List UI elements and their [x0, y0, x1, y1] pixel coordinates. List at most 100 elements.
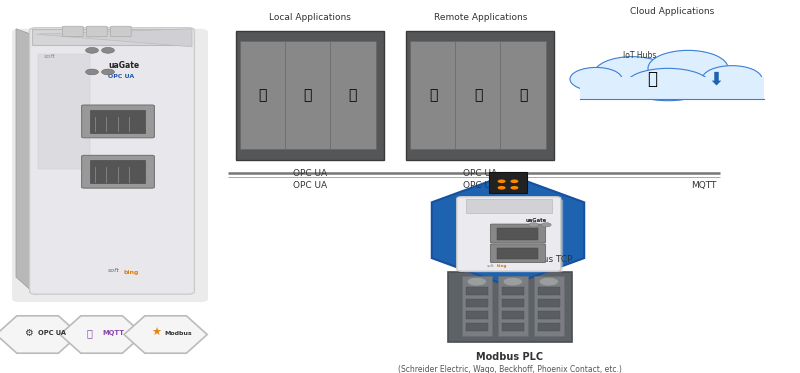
- FancyBboxPatch shape: [457, 197, 561, 271]
- Ellipse shape: [594, 57, 670, 91]
- FancyBboxPatch shape: [502, 287, 524, 295]
- FancyBboxPatch shape: [462, 276, 492, 336]
- FancyBboxPatch shape: [497, 228, 538, 239]
- Ellipse shape: [570, 68, 622, 91]
- Text: Cloud Applications: Cloud Applications: [630, 7, 714, 16]
- Circle shape: [510, 186, 518, 189]
- Text: ⚙: ⚙: [24, 328, 32, 338]
- Circle shape: [539, 277, 558, 286]
- FancyBboxPatch shape: [239, 41, 286, 150]
- FancyBboxPatch shape: [490, 244, 546, 263]
- FancyBboxPatch shape: [110, 26, 131, 37]
- Text: soft: soft: [487, 264, 494, 267]
- Polygon shape: [124, 316, 207, 353]
- Text: OPC UA: OPC UA: [108, 74, 134, 79]
- Circle shape: [529, 223, 538, 227]
- Text: 📊: 📊: [647, 70, 657, 88]
- Circle shape: [498, 186, 506, 189]
- FancyBboxPatch shape: [90, 160, 145, 184]
- Text: Remote Applications: Remote Applications: [434, 13, 527, 22]
- Polygon shape: [60, 316, 143, 353]
- FancyBboxPatch shape: [410, 41, 456, 150]
- Text: ⬇: ⬇: [709, 70, 723, 88]
- FancyBboxPatch shape: [466, 311, 488, 319]
- FancyBboxPatch shape: [86, 26, 107, 37]
- Text: ★: ★: [151, 328, 161, 338]
- Circle shape: [86, 47, 98, 53]
- FancyBboxPatch shape: [32, 264, 192, 293]
- Text: ⦾: ⦾: [86, 328, 93, 338]
- Text: MQTT: MQTT: [691, 181, 717, 189]
- Circle shape: [86, 69, 98, 75]
- Circle shape: [102, 69, 114, 75]
- FancyBboxPatch shape: [489, 172, 527, 193]
- Text: OPC UA: OPC UA: [38, 330, 66, 336]
- FancyBboxPatch shape: [466, 323, 488, 331]
- Circle shape: [467, 277, 486, 286]
- Text: MQTT: MQTT: [102, 330, 125, 336]
- FancyBboxPatch shape: [490, 224, 546, 243]
- FancyBboxPatch shape: [502, 323, 524, 331]
- FancyBboxPatch shape: [500, 41, 546, 150]
- FancyBboxPatch shape: [497, 248, 538, 259]
- Circle shape: [498, 179, 506, 183]
- Ellipse shape: [626, 68, 710, 101]
- FancyBboxPatch shape: [62, 26, 83, 37]
- Text: (Schreider Electric, Wago, Beckhoff, Phoenix Contact, etc.): (Schreider Electric, Wago, Beckhoff, Pho…: [398, 365, 622, 373]
- FancyBboxPatch shape: [455, 41, 502, 150]
- Ellipse shape: [702, 66, 762, 93]
- Text: 🖥: 🖥: [429, 88, 438, 102]
- Circle shape: [510, 179, 518, 183]
- Ellipse shape: [648, 50, 728, 86]
- Text: uaGate: uaGate: [525, 217, 546, 223]
- Circle shape: [503, 277, 522, 286]
- Text: OPC UA: OPC UA: [463, 169, 498, 178]
- Text: Modbus TCP: Modbus TCP: [518, 256, 572, 264]
- Text: soft: soft: [44, 54, 56, 59]
- Polygon shape: [16, 29, 36, 295]
- FancyBboxPatch shape: [406, 31, 554, 160]
- FancyBboxPatch shape: [466, 287, 488, 295]
- Text: 📈: 📈: [474, 88, 482, 102]
- Text: 🗄: 🗄: [519, 88, 527, 102]
- FancyBboxPatch shape: [448, 272, 572, 342]
- FancyBboxPatch shape: [538, 299, 560, 307]
- Text: Local Applications: Local Applications: [269, 13, 351, 22]
- Text: uaGate: uaGate: [108, 61, 139, 70]
- Text: IoT Hubs: IoT Hubs: [623, 51, 657, 60]
- FancyBboxPatch shape: [466, 199, 552, 213]
- FancyBboxPatch shape: [330, 41, 376, 150]
- Text: bing: bing: [497, 264, 507, 268]
- Text: OPC UA: OPC UA: [463, 181, 498, 189]
- Text: Modbus: Modbus: [165, 330, 192, 336]
- FancyBboxPatch shape: [498, 276, 528, 336]
- Text: soft: soft: [108, 268, 120, 273]
- FancyBboxPatch shape: [12, 29, 208, 302]
- FancyBboxPatch shape: [502, 311, 524, 319]
- Text: 📈: 📈: [303, 88, 312, 102]
- FancyBboxPatch shape: [236, 31, 384, 160]
- Text: Modbus PLC: Modbus PLC: [477, 352, 543, 362]
- FancyBboxPatch shape: [580, 77, 764, 99]
- FancyBboxPatch shape: [32, 29, 188, 45]
- Polygon shape: [0, 316, 79, 353]
- FancyBboxPatch shape: [462, 199, 563, 272]
- Text: 🖥: 🖥: [258, 88, 267, 102]
- FancyBboxPatch shape: [82, 156, 154, 188]
- Text: 🗄: 🗄: [349, 88, 357, 102]
- FancyBboxPatch shape: [285, 41, 331, 150]
- FancyBboxPatch shape: [38, 54, 90, 169]
- Circle shape: [542, 223, 551, 227]
- FancyBboxPatch shape: [538, 311, 560, 319]
- FancyBboxPatch shape: [30, 28, 194, 294]
- Polygon shape: [36, 29, 192, 47]
- Polygon shape: [432, 175, 584, 286]
- FancyBboxPatch shape: [466, 299, 488, 307]
- FancyBboxPatch shape: [502, 299, 524, 307]
- FancyBboxPatch shape: [82, 105, 154, 138]
- FancyBboxPatch shape: [538, 323, 560, 331]
- Circle shape: [102, 47, 114, 53]
- Text: OPC UA: OPC UA: [293, 181, 327, 189]
- FancyBboxPatch shape: [90, 110, 145, 133]
- Text: OPC UA: OPC UA: [293, 169, 327, 178]
